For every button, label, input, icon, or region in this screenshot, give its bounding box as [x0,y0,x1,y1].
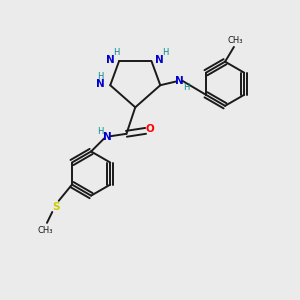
Text: H: H [97,73,103,82]
Text: H: H [113,48,119,57]
Text: O: O [146,124,154,134]
Text: CH₃: CH₃ [38,226,53,235]
Text: S: S [52,202,59,212]
Text: H: H [97,127,103,136]
Text: H: H [162,48,168,57]
Text: N: N [106,55,115,64]
Text: N: N [175,76,184,86]
Text: N: N [155,55,164,64]
Text: H: H [183,83,189,92]
Text: N: N [97,79,105,89]
Text: CH₃: CH₃ [228,36,243,45]
Text: N: N [103,132,112,142]
